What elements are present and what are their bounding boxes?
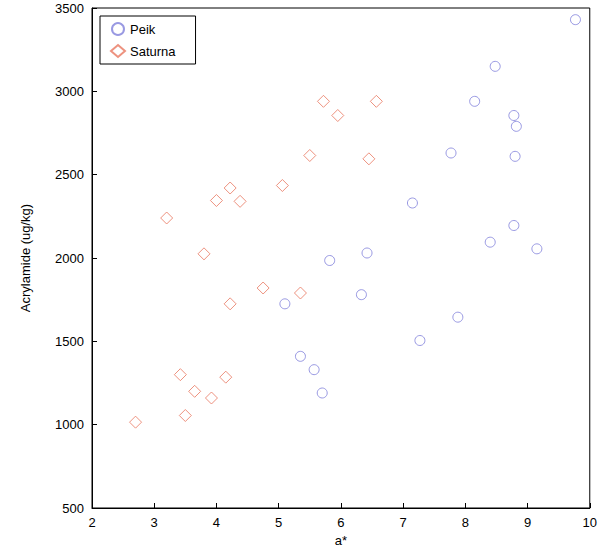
svg-text:2: 2 [88, 515, 95, 530]
svg-text:1000: 1000 [55, 417, 84, 432]
svg-text:10: 10 [583, 515, 597, 530]
svg-text:3000: 3000 [55, 84, 84, 99]
svg-text:3500: 3500 [55, 1, 84, 16]
svg-text:6: 6 [337, 515, 344, 530]
svg-text:Saturna: Saturna [130, 44, 176, 59]
svg-text:1500: 1500 [55, 334, 84, 349]
svg-text:5: 5 [275, 515, 282, 530]
svg-text:Acrylamide (ug/kg): Acrylamide (ug/kg) [18, 204, 33, 312]
svg-text:2000: 2000 [55, 251, 84, 266]
svg-text:9: 9 [524, 515, 531, 530]
svg-text:2500: 2500 [55, 167, 84, 182]
svg-text:a*: a* [335, 533, 347, 548]
svg-text:3: 3 [151, 515, 158, 530]
svg-text:500: 500 [62, 501, 84, 516]
svg-text:8: 8 [462, 515, 469, 530]
svg-text:7: 7 [399, 515, 406, 530]
svg-text:Peik: Peik [130, 22, 156, 37]
svg-text:4: 4 [213, 515, 220, 530]
